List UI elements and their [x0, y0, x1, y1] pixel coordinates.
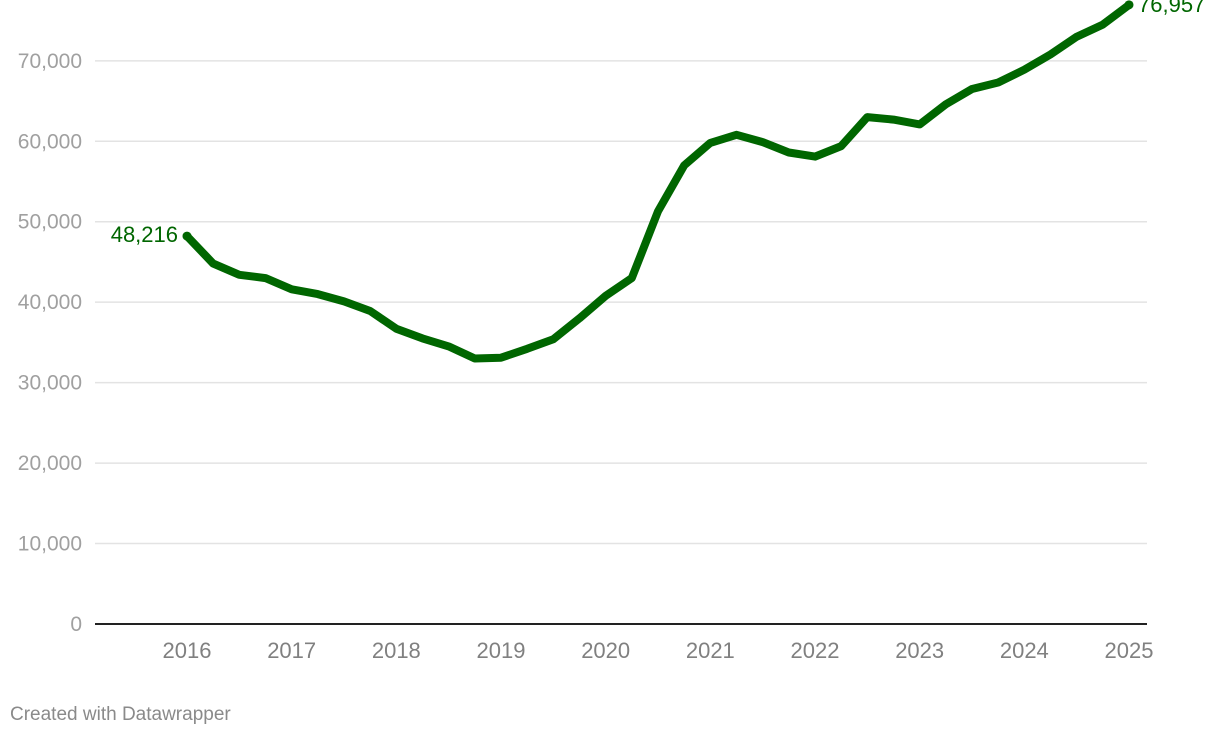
data-point: [864, 114, 870, 120]
data-point: [603, 293, 609, 299]
data-point: [891, 117, 897, 123]
y-tick-label: 40,000: [18, 291, 82, 314]
data-point: [629, 275, 635, 281]
y-axis-ticks: 0 10,000 20,000 30,000 40,000 50,000 60,000 70,…: [18, 50, 82, 636]
data-point: [367, 308, 373, 314]
y-tick-label: 0: [70, 613, 82, 636]
x-tick-label: 2017: [267, 638, 316, 663]
series-line: [183, 0, 1133, 363]
x-tick-label: 2021: [686, 638, 735, 663]
data-point: [1074, 34, 1080, 40]
credit-text: Created with Datawrapper: [10, 704, 231, 725]
data-point: [917, 121, 923, 127]
data-point: [760, 139, 766, 145]
data-point: [289, 286, 295, 292]
x-tick-label: 2020: [581, 638, 630, 663]
data-point: [786, 150, 792, 156]
data-point: [472, 356, 478, 362]
gridlines: [95, 60, 1147, 545]
start-marker: [182, 231, 192, 241]
x-tick-label: 2025: [1105, 638, 1154, 663]
start-value-label: 48,216: [111, 222, 178, 247]
data-point: [577, 315, 583, 321]
data-point: [838, 143, 844, 149]
data-point: [263, 275, 269, 281]
data-point: [969, 86, 975, 92]
end-marker: [1124, 0, 1134, 10]
data-point: [236, 272, 242, 278]
y-tick-label: 70,000: [18, 50, 82, 73]
x-tick-label: 2023: [895, 638, 944, 663]
data-point: [210, 261, 216, 267]
data-point: [393, 326, 399, 332]
y-tick-label: 10,000: [18, 533, 82, 556]
data-point: [420, 335, 426, 341]
data-point: [707, 140, 713, 146]
y-tick-label: 50,000: [18, 211, 82, 234]
data-point: [1048, 51, 1054, 57]
data-point: [943, 101, 949, 107]
data-point: [550, 336, 556, 342]
data-point: [315, 291, 321, 297]
y-tick-label: 20,000: [18, 452, 82, 475]
data-point: [1021, 67, 1027, 73]
data-point: [446, 343, 452, 349]
data-point: [655, 208, 661, 214]
data-point: [995, 80, 1001, 86]
data-point: [498, 355, 504, 361]
data-point: [734, 132, 740, 138]
data-point: [524, 346, 530, 352]
data-point: [1100, 22, 1106, 28]
x-tick-label: 2022: [791, 638, 840, 663]
data-point: [812, 154, 818, 160]
x-axis-ticks: 2016 2017 2018 2019 2020 2021 2022 2023 2024 2025: [163, 638, 1154, 663]
y-tick-label: 30,000: [18, 372, 82, 395]
data-point: [681, 162, 687, 168]
end-value-label: 76,957: [1138, 0, 1205, 17]
x-tick-label: 2019: [477, 638, 526, 663]
y-tick-label: 60,000: [18, 130, 82, 153]
x-tick-label: 2016: [163, 638, 212, 663]
x-tick-label: 2024: [1000, 638, 1049, 663]
data-points: [184, 2, 1132, 362]
data-point: [341, 298, 347, 304]
line-chart: 0 10,000 20,000 30,000 40,000 50,000 60,000 70,…: [18, 0, 1206, 663]
x-tick-label: 2018: [372, 638, 421, 663]
